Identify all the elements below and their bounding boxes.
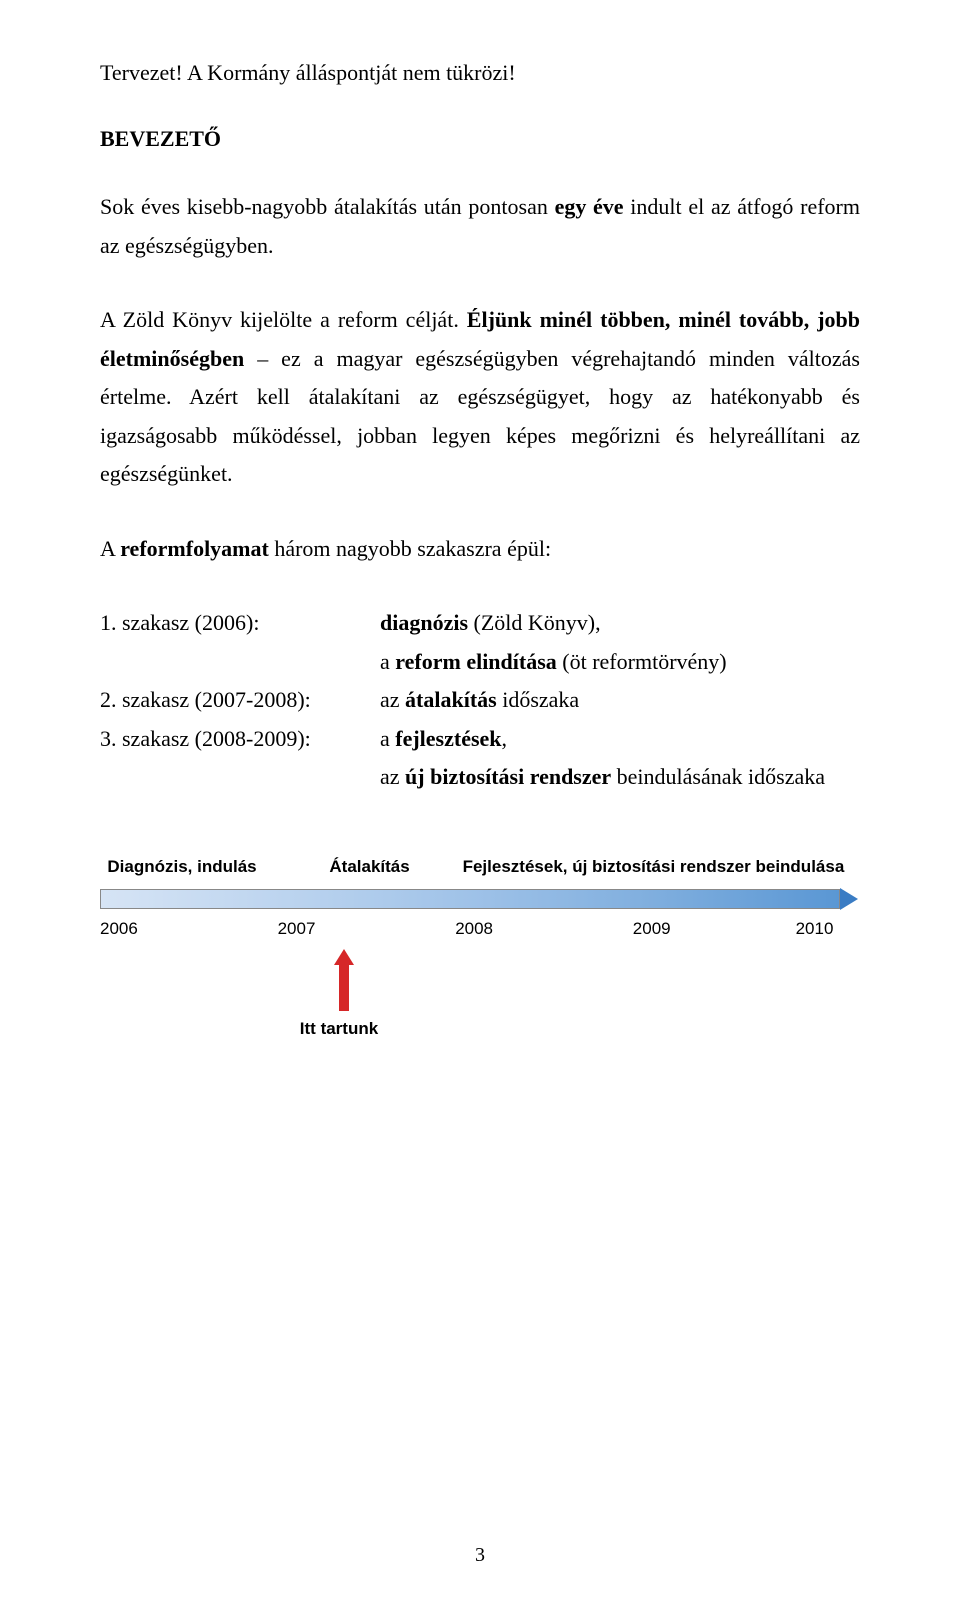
list-item-label: 2. szakasz (2007-2008):	[100, 681, 380, 720]
timeline-segment	[286, 890, 471, 908]
list-item-value: diagnózis (Zöld Könyv),a reform elindítá…	[380, 604, 860, 681]
paragraph-1: Sok éves kisebb-nagyobb átalakítás után …	[100, 188, 860, 265]
marker-stem	[339, 965, 349, 1011]
timeline-segment	[101, 890, 286, 908]
p1-pre: Sok éves kisebb-nagyobb átalakítás után …	[100, 194, 555, 219]
timeline-years: 2006 2007 2008 2009 2010	[100, 919, 840, 945]
list-item-label: 1. szakasz (2006):	[100, 604, 380, 681]
paragraph-2: A Zöld Könyv kijelölte a reform célját. …	[100, 301, 860, 494]
header-note: Tervezet! A Kormány álláspontját nem tük…	[100, 60, 860, 86]
timeline-year: 2009	[633, 919, 671, 939]
page-number: 3	[0, 1544, 960, 1567]
marker-arrow-icon	[334, 949, 354, 965]
p1-bold: egy éve	[555, 194, 624, 219]
timeline: Diagnózis, indulásÁtalakításFejlesztések…	[100, 857, 840, 1029]
timeline-phase-label: Fejlesztések, új biztosítási rendszer be…	[463, 857, 845, 877]
marker-label: Itt tartunk	[300, 1019, 378, 1039]
paragraph-3: A reformfolyamat három nagyobb szakaszra…	[100, 530, 860, 569]
list-item-label: 3. szakasz (2008-2009):	[100, 720, 380, 797]
list-item: 3. szakasz (2008-2009): a fejlesztések,a…	[100, 720, 860, 797]
list-item: 2. szakasz (2007-2008): az átalakítás id…	[100, 681, 860, 720]
list-item: 1. szakasz (2006): diagnózis (Zöld Könyv…	[100, 604, 860, 681]
p2-pre: A Zöld Könyv kijelölte a reform célját.	[100, 307, 467, 332]
timeline-phase-label: Átalakítás	[329, 857, 409, 877]
timeline-phase-label: Diagnózis, indulás	[107, 857, 256, 877]
timeline-arrowhead-icon	[840, 888, 858, 910]
timeline-year: 2008	[455, 919, 493, 939]
p3-bold: reformfolyamat	[120, 536, 269, 561]
phase-list: 1. szakasz (2006): diagnózis (Zöld Könyv…	[100, 604, 860, 797]
list-item-value: az átalakítás időszaka	[380, 681, 860, 720]
timeline-phase-labels: Diagnózis, indulásÁtalakításFejlesztések…	[100, 857, 840, 883]
p3-post: három nagyobb szakaszra épül:	[269, 536, 551, 561]
timeline-year: 2010	[796, 919, 834, 939]
timeline-year: 2006	[100, 919, 138, 939]
timeline-marker: Itt tartunk	[100, 949, 840, 1029]
timeline-segment	[470, 890, 655, 908]
p3-pre: A	[100, 536, 120, 561]
timeline-bar	[100, 889, 840, 909]
timeline-year: 2007	[278, 919, 316, 939]
page: Tervezet! A Kormány álláspontját nem tük…	[0, 0, 960, 1597]
section-title: BEVEZETŐ	[100, 126, 860, 152]
list-item-value: a fejlesztések,az új biztosítási rendsze…	[380, 720, 860, 797]
timeline-segment	[655, 890, 840, 908]
